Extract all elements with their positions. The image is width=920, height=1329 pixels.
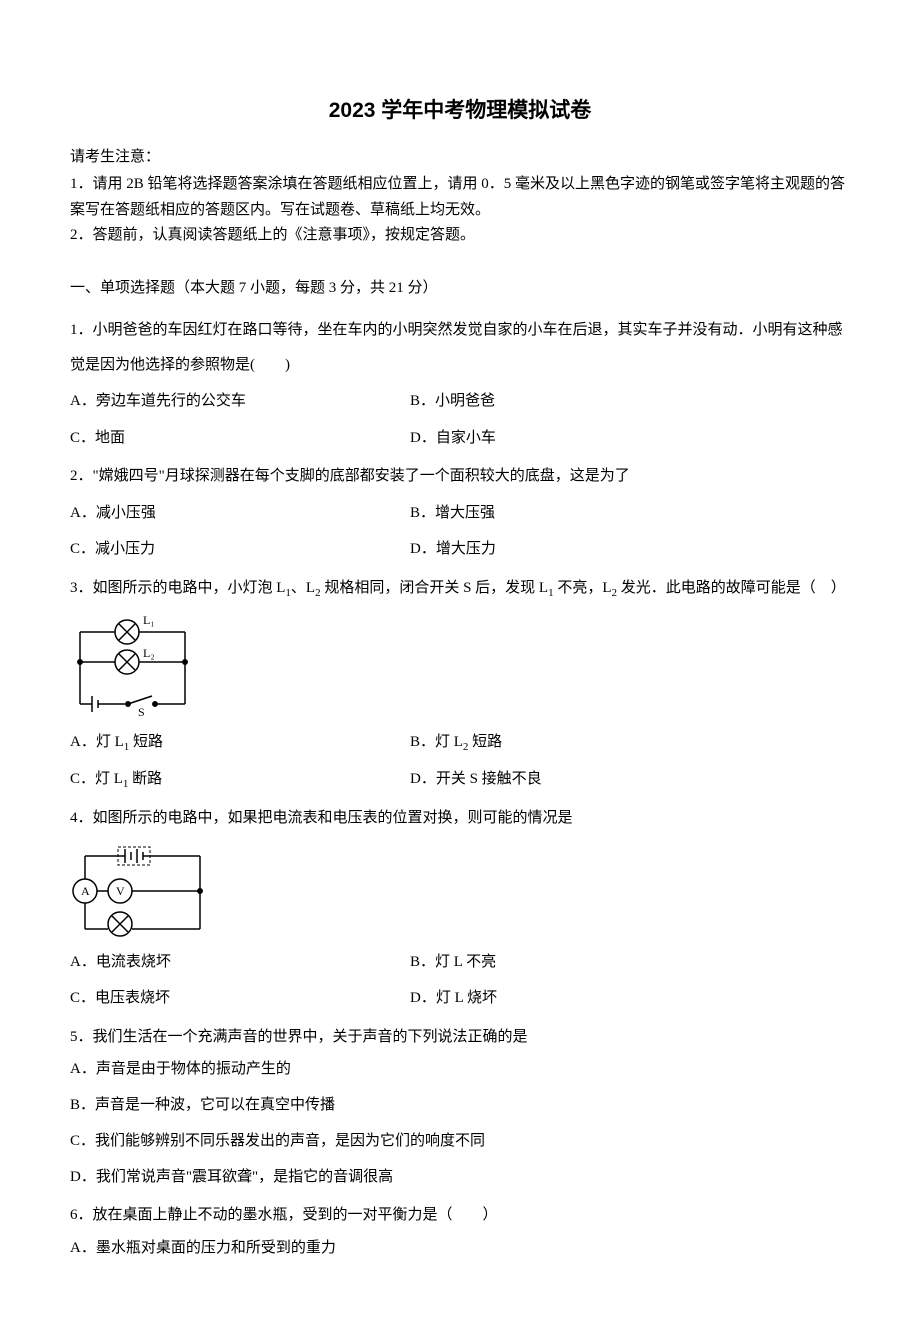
q3-option-d: D．开关 S 接触不良 <box>410 762 850 797</box>
q3-text-mid1: 、L <box>291 580 315 596</box>
q3-text-mid3: 不亮，L <box>554 580 612 596</box>
q2-option-d: D．增大压力 <box>410 532 850 567</box>
question-2-text: 2．"嫦娥四号"月球探测器在每个支脚的底部都安装了一个面积较大的底盘，这是为了 <box>70 459 850 494</box>
question-1-text: 1．小明爸爸的车因红灯在路口等待，坐在车内的小明突然发觉自家的小车在后退，其实车… <box>70 313 850 382</box>
q5-option-d: D．我们常说声音"震耳欲聋"，是指它的音调很高 <box>70 1162 850 1192</box>
q2-option-c: C．减小压力 <box>70 532 410 567</box>
q4-label-a: A <box>81 884 90 898</box>
q1-option-d: D．自家小车 <box>410 421 850 456</box>
q3-option-a: A．灯 L1 短路 <box>70 725 410 760</box>
q4-option-d: D．灯 L 烧坏 <box>410 981 850 1016</box>
q3-label-l2: L₂ <box>143 646 155 660</box>
q2-option-b: B．增大压强 <box>410 496 850 531</box>
q3-option-b: B．灯 L2 短路 <box>410 725 850 760</box>
q4-label-v: V <box>116 884 125 898</box>
q3-option-c: C．灯 L1 断路 <box>70 762 410 797</box>
q1-option-b: B．小明爸爸 <box>410 384 850 419</box>
q2-option-a: A．减小压强 <box>70 496 410 531</box>
question-3: 3．如图所示的电路中，小灯泡 L1、L2 规格相同，闭合开关 S 后，发现 L1… <box>70 571 850 798</box>
section-1-header: 一、单项选择题（本大题 7 小题，每题 3 分，共 21 分） <box>70 277 850 300</box>
q3-text-prefix: 3．如图所示的电路中，小灯泡 L <box>70 580 285 596</box>
q1-option-c: C．地面 <box>70 421 410 456</box>
q4-circuit-diagram: A V <box>70 844 850 939</box>
question-4: 4．如图所示的电路中，如果把电流表和电压表的位置对换，则可能的情况是 <box>70 801 850 1016</box>
q3-label-l1: L₁ <box>143 614 155 627</box>
question-6-text: 6．放在桌面上静止不动的墨水瓶，受到的一对平衡力是（ ） <box>70 1198 850 1233</box>
q3-text-mid2: 规格相同，闭合开关 S 后，发现 L <box>321 580 549 596</box>
q5-option-c: C．我们能够辨别不同乐器发出的声音，是因为它们的响度不同 <box>70 1126 850 1156</box>
question-5-text: 5．我们生活在一个充满声音的世界中，关于声音的下列说法正确的是 <box>70 1020 850 1055</box>
q5-option-a: A．声音是由于物体的振动产生的 <box>70 1054 850 1084</box>
q4-option-b: B．灯 L 不亮 <box>410 945 850 980</box>
instruction-line-2: 2．答题前，认真阅读答题纸上的《注意事项》，按规定答题。 <box>70 223 850 249</box>
q3-circuit-diagram: L₁ L₂ S <box>70 614 850 719</box>
q6-option-a: A．墨水瓶对桌面的压力和所受到的重力 <box>70 1233 850 1263</box>
q3-text-suffix: 发光．此电路的故障可能是（ ） <box>617 580 846 596</box>
instructions-header: 请考生注意： <box>70 145 850 171</box>
question-2: 2．"嫦娥四号"月球探测器在每个支脚的底部都安装了一个面积较大的底盘，这是为了 … <box>70 459 850 567</box>
q5-option-b: B．声音是一种波，它可以在真空中传播 <box>70 1090 850 1120</box>
instruction-line-1: 1．请用 2B 铅笔将选择题答案涂填在答题纸相应位置上，请用 0．5 毫米及以上… <box>70 172 850 223</box>
q4-option-a: A．电流表烧坏 <box>70 945 410 980</box>
question-5: 5．我们生活在一个充满声音的世界中，关于声音的下列说法正确的是 A．声音是由于物… <box>70 1020 850 1193</box>
exam-title: 2023 学年中考物理模拟试卷 <box>70 95 850 127</box>
question-1: 1．小明爸爸的车因红灯在路口等待，坐在车内的小明突然发觉自家的小车在后退，其实车… <box>70 313 850 455</box>
instructions-block: 请考生注意： 1．请用 2B 铅笔将选择题答案涂填在答题纸相应位置上，请用 0．… <box>70 145 850 249</box>
q1-option-a: A．旁边车道先行的公交车 <box>70 384 410 419</box>
question-4-text: 4．如图所示的电路中，如果把电流表和电压表的位置对换，则可能的情况是 <box>70 801 850 836</box>
q4-option-c: C．电压表烧坏 <box>70 981 410 1016</box>
question-6: 6．放在桌面上静止不动的墨水瓶，受到的一对平衡力是（ ） A．墨水瓶对桌面的压力… <box>70 1198 850 1263</box>
question-3-text: 3．如图所示的电路中，小灯泡 L1、L2 规格相同，闭合开关 S 后，发现 L1… <box>70 571 850 606</box>
q3-label-s: S <box>138 705 145 719</box>
